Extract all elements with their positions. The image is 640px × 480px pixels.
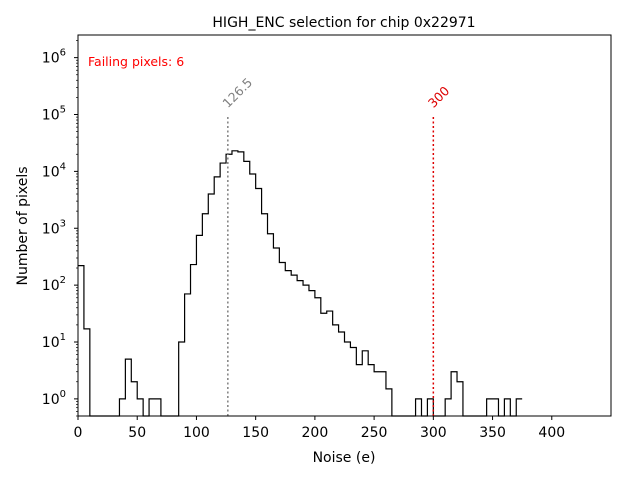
y-tick-label: 100 — [42, 389, 66, 408]
axes-frame — [77, 34, 612, 417]
x-tick-label: 400 — [538, 425, 565, 441]
y-tick-label: 106 — [42, 48, 66, 67]
x-tick-label: 300 — [420, 425, 447, 441]
failing-pixels-annotation: Failing pixels: 6 — [88, 54, 184, 69]
x-tick-label: 50 — [128, 425, 146, 441]
x-tick-label: 0 — [74, 425, 83, 441]
histogram-step-line — [78, 150, 523, 417]
x-tick-label: 150 — [242, 425, 269, 441]
x-tick-label: 250 — [361, 425, 388, 441]
chart-title: HIGH_ENC selection for chip 0x22971 — [212, 15, 475, 31]
y-tick-label: 102 — [42, 275, 66, 294]
x-axis-label: Noise (e) — [313, 450, 376, 466]
x-tick-label: 200 — [302, 425, 329, 441]
y-tick-label: 103 — [42, 218, 66, 237]
vline-label-0: 126.5 — [219, 75, 255, 111]
y-tick-label: 101 — [42, 332, 66, 351]
y-axis-label: Number of pixels — [15, 166, 31, 285]
plot-area: 126.5 300 0 50 100 150 200 250 300 350 400 100 101 10… — [42, 34, 612, 441]
y-tick-label: 105 — [42, 105, 66, 124]
vline-label-1: 300 — [425, 83, 453, 111]
x-tick-label: 100 — [183, 425, 210, 441]
x-tick-label: 350 — [479, 425, 506, 441]
y-tick-label: 104 — [42, 161, 66, 180]
